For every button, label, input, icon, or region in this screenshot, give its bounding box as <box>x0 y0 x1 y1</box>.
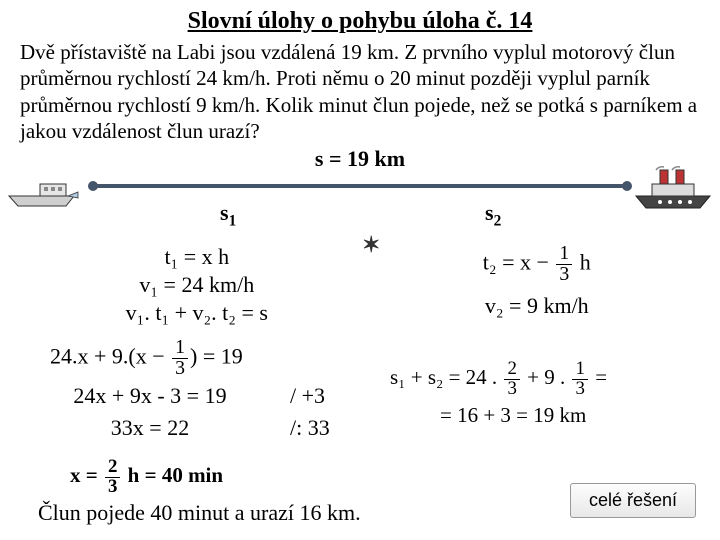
right-column: t₂ = x − 13 h v₂ = 9 km/h <box>374 244 700 328</box>
eq-op-2: /: 33 <box>280 415 330 441</box>
diagram: s1 s2 ✶ <box>20 176 700 236</box>
full-solution-button[interactable]: celé řešení <box>570 483 696 518</box>
v1-eq: v₁ = 24 km/h <box>20 272 374 298</box>
eq-lhs-1: 24x + 9x - 3 = 19 <box>20 383 280 409</box>
answer-text: Člun pojede 40 minut a urazí 16 km. <box>38 500 361 526</box>
t1-eq: t₁ = x h <box>20 244 374 270</box>
x-result: x = 23 h = 40 min <box>70 458 223 497</box>
t2-eq: t₂ = x − 13 h <box>374 244 700 285</box>
title: Slovní úlohy o pohybu úloha č. 14 <box>20 8 700 35</box>
eq-op-1: / +3 <box>280 383 330 409</box>
steamship-icon <box>630 162 716 212</box>
motorboat-icon <box>4 168 84 208</box>
params-columns: t₁ = x h v₁ = 24 km/h v₁. t₁ + v₂. t₂ = … <box>20 244 700 328</box>
meeting-point-icon: ✶ <box>362 232 380 258</box>
distance-calc: s₁ + s₂ = 24 . 23 + 9 . 13 = = 16 + 3 = … <box>390 360 607 432</box>
left-column: t₁ = x h v₁ = 24 km/h v₁. t₁ + v₂. t₂ = … <box>20 244 374 328</box>
distance-label: s = 19 km <box>20 146 700 172</box>
s1-label: s1 <box>220 200 236 230</box>
dist-line1: s₁ + s₂ = 24 . 23 + 9 . 13 = <box>390 360 607 399</box>
diagram-line <box>92 184 628 188</box>
problem-text: Dvě přístaviště na Labi jsou vzdálená 19… <box>20 39 700 144</box>
eq-lhs-2: 33x = 22 <box>20 415 280 441</box>
s2-label: s2 <box>485 200 501 230</box>
sum-eq: v₁. t₁ + v₂. t₂ = s <box>20 300 374 326</box>
dot-left <box>88 181 98 191</box>
v2-eq: v₂ = 9 km/h <box>374 293 700 319</box>
dist-line2: = 16 + 3 = 19 km <box>390 399 607 433</box>
